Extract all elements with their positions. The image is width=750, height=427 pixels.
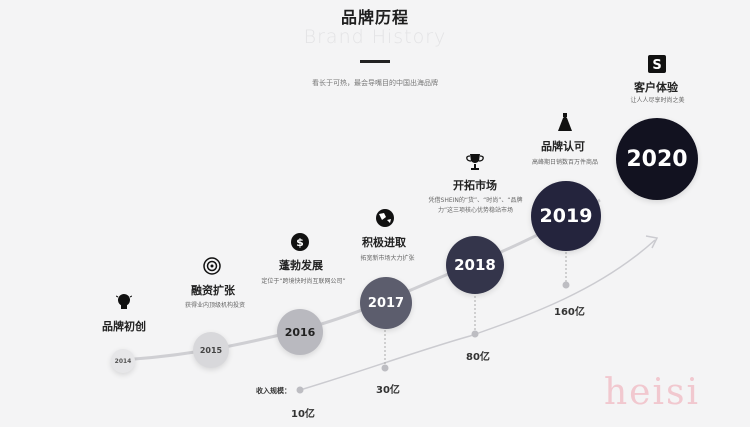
- revenue-value-1: 10亿: [291, 409, 315, 420]
- lightbulb-icon: [116, 294, 132, 309]
- year-circle-2019: 2019: [531, 181, 601, 251]
- year-circle-2018: 2018: [446, 236, 504, 294]
- milestone-desc-2020: 让人人尽享时尚之美: [630, 97, 685, 104]
- milestone-title-2020: 客户体验: [634, 81, 678, 94]
- revenue-curve: [299, 239, 656, 391]
- revenue-value-2: 30亿: [376, 385, 400, 396]
- milestone-title-2019: 品牌认可: [541, 140, 585, 153]
- year-label-2018: 2018: [454, 256, 496, 274]
- year-label-2015: 2015: [199, 345, 223, 355]
- milestone-desc-2017: 拓宽新市场大力扩张: [360, 255, 415, 262]
- milestone-title-2015: 融资扩张: [191, 284, 235, 297]
- milestone-desc-2016: 定位于“跨境快时尚互联网公司”: [261, 278, 346, 285]
- page-subtitle-en: Brand History: [303, 26, 447, 48]
- year-label-2014: 2014: [114, 357, 132, 365]
- slogan: 看长于可热，最会导嘴目的中国出海品牌: [312, 79, 438, 87]
- revenue-dot-1: [296, 386, 304, 394]
- year-label-2017: 2017: [367, 295, 405, 311]
- revenue-caption: 收入规模：: [256, 387, 291, 395]
- year-circle-2015: 2015: [193, 332, 229, 368]
- target-icon: [203, 257, 221, 275]
- milestone-desc-2015: 获得业内顶级机构投资: [184, 302, 245, 309]
- revenue-value-4: 160亿: [554, 307, 585, 318]
- revenue-arrowhead: [645, 235, 659, 249]
- revenue-dot-3: [471, 330, 479, 338]
- dress-icon: [558, 113, 572, 131]
- year-circle-2016: 2016: [277, 309, 323, 355]
- year-circle-2014: 2014: [111, 349, 135, 373]
- milestone-desc-2019: 高峰期日销数百万件商品: [531, 159, 598, 166]
- revenue-dot-2: [381, 364, 389, 372]
- globe-icon: [376, 209, 394, 227]
- trophy-icon: [466, 154, 484, 170]
- milestone-curve: [121, 198, 601, 362]
- year-label-2020: 2020: [626, 146, 688, 172]
- milestone-title-2017: 积极进取: [362, 236, 406, 249]
- milestone-title-2014: 品牌初创: [102, 320, 146, 333]
- svg-text:$: $: [296, 236, 304, 249]
- milestone-title-2016: 蓬勃发展: [279, 259, 323, 272]
- milestone-desc-2018: 凭借SHEIN的“货”、“时尚”、“品牌力”这三项核心优势稳站市场: [428, 197, 523, 214]
- watermark-text: heisi: [604, 372, 700, 413]
- revenue-dot-4: [562, 281, 570, 289]
- milestone-title-2018: 开拓市场: [453, 179, 497, 192]
- revenue-value-3: 80亿: [466, 352, 490, 363]
- svg-text:S: S: [652, 58, 661, 73]
- shein-s-icon: S: [648, 55, 666, 73]
- year-circle-2020: 2020: [616, 118, 698, 200]
- year-label-2019: 2019: [539, 205, 593, 227]
- title-divider: [360, 60, 390, 63]
- year-label-2016: 2016: [284, 325, 316, 339]
- year-circle-2017: 2017: [360, 277, 412, 329]
- globe-dollar-icon: $: [291, 233, 309, 251]
- page-title: 品牌历程: [340, 8, 409, 27]
